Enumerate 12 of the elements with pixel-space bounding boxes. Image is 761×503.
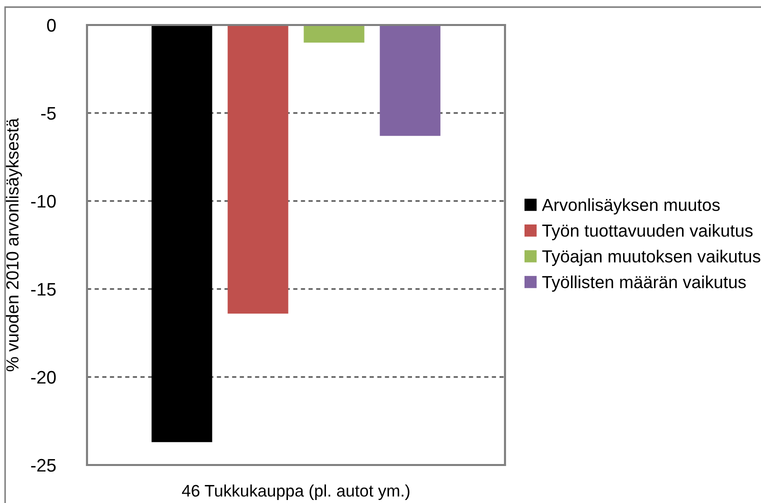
x-tick-label: 46 Tukkukauppa (pl. autot ym.) (182, 484, 410, 500)
legend-label: Työajan muutoksen vaikutus (542, 250, 760, 266)
y-tick-label: -25 (31, 458, 56, 472)
legend-label: Työn tuottavuuden vaikutus (542, 224, 753, 240)
y-tick-label: -15 (31, 283, 56, 296)
legend-label: Työllisten määrän vaikutus (542, 276, 746, 292)
y-tick-label: -20 (31, 370, 56, 384)
legend-label: Arvonlisäyksen muutos (542, 198, 720, 214)
y-tick-label: 0 (47, 18, 56, 32)
y-axis-title: % vuoden 2010 arvonlisäyksestä (6, 118, 22, 372)
y-tick-label: -5 (41, 107, 56, 120)
y-tick-label: -10 (31, 194, 56, 208)
